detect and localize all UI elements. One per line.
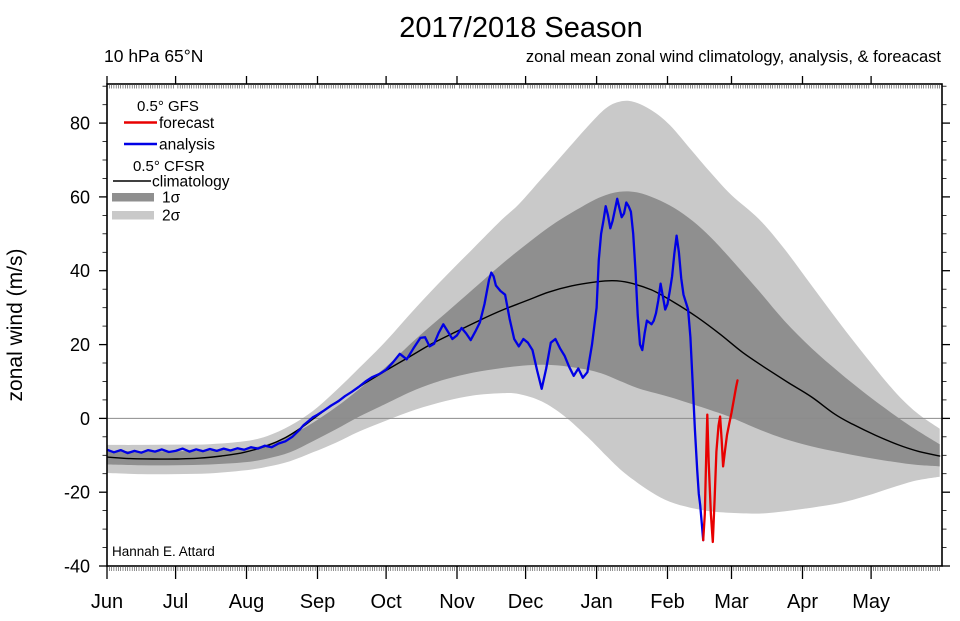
y-tick-label: 0 xyxy=(80,409,90,429)
x-tick-label: Sep xyxy=(300,591,336,613)
x-tick-label: Dec xyxy=(508,591,544,613)
page-title: 2017/2018 Season xyxy=(399,12,643,44)
x-tick-label: Nov xyxy=(439,591,475,613)
legend-sigma1-label: 1σ xyxy=(162,190,181,207)
analysis-line xyxy=(107,197,705,542)
data-lines-layer xyxy=(107,197,941,544)
y-tick-label: -20 xyxy=(64,483,90,503)
x-tick-label: Jan xyxy=(580,591,612,613)
x-tick-label: Jul xyxy=(163,591,189,613)
x-tick-label: Mar xyxy=(714,591,749,613)
subtitle-description: zonal mean zonal wind climatology, analy… xyxy=(526,48,942,66)
x-tick-label: May xyxy=(852,591,890,613)
y-tick-label: 80 xyxy=(70,114,90,134)
x-tick-label: Apr xyxy=(787,591,818,613)
y-tick-label: 20 xyxy=(70,335,90,355)
legend-analysis-label: analysis xyxy=(159,137,215,154)
tick-labels-layer: Jun Jul Aug Sep Oct Nov Dec Jan Feb Mar Apr May 80 60… xyxy=(64,114,890,613)
sigma2-band-swatch xyxy=(112,211,154,220)
legend-climatology-label: climatology xyxy=(152,174,230,191)
forecast-line xyxy=(702,379,739,544)
attribution-text: Hannah E. Attard xyxy=(112,544,215,559)
subtitle-pressure-level: 10 hPa 65°N xyxy=(104,46,203,66)
legend-gfs-header: 0.5° GFS xyxy=(137,98,199,115)
x-tick-label: Jun xyxy=(91,591,123,613)
sigma-bands-layer xyxy=(107,100,940,514)
legend-sigma2-label: 2σ xyxy=(162,208,181,225)
axes-layer xyxy=(99,76,950,579)
sigma1-band xyxy=(107,191,940,467)
x-tick-label: Aug xyxy=(229,591,265,613)
y-tick-label: 40 xyxy=(70,261,90,281)
plot-frame xyxy=(106,83,943,567)
x-tick-label: Feb xyxy=(650,591,684,613)
y-axis-label: zonal wind (m/s) xyxy=(4,249,27,402)
legend-forecast-label: forecast xyxy=(159,115,215,132)
sigma1-band-swatch xyxy=(112,193,154,202)
legend-cfsr-header: 0.5° CFSR xyxy=(133,158,205,175)
x-tick-label: Oct xyxy=(371,591,403,613)
legend: 0.5° GFS forecast analysis 0.5° CFSR cli… xyxy=(112,98,230,225)
y-tick-label: -40 xyxy=(64,557,90,577)
y-tick-label: 60 xyxy=(70,187,90,207)
